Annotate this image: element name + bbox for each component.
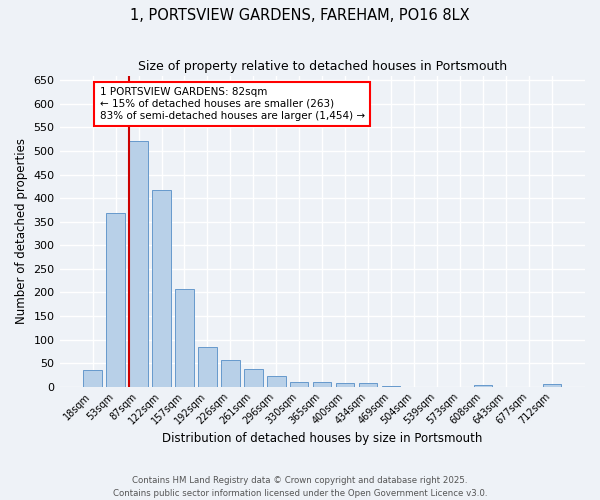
X-axis label: Distribution of detached houses by size in Portsmouth: Distribution of detached houses by size …: [162, 432, 482, 445]
Bar: [336, 383, 355, 386]
Bar: [152, 190, 170, 386]
Bar: [198, 347, 217, 387]
Bar: [83, 370, 102, 386]
Bar: [290, 382, 308, 386]
Text: 1, PORTSVIEW GARDENS, FAREHAM, PO16 8LX: 1, PORTSVIEW GARDENS, FAREHAM, PO16 8LX: [130, 8, 470, 22]
Bar: [267, 376, 286, 386]
Y-axis label: Number of detached properties: Number of detached properties: [15, 138, 28, 324]
Bar: [244, 369, 263, 386]
Bar: [313, 382, 331, 386]
Text: 1 PORTSVIEW GARDENS: 82sqm
← 15% of detached houses are smaller (263)
83% of sem: 1 PORTSVIEW GARDENS: 82sqm ← 15% of deta…: [100, 88, 365, 120]
Bar: [543, 384, 561, 386]
Bar: [175, 289, 194, 386]
Bar: [221, 360, 239, 386]
Text: Contains HM Land Registry data © Crown copyright and database right 2025.
Contai: Contains HM Land Registry data © Crown c…: [113, 476, 487, 498]
Title: Size of property relative to detached houses in Portsmouth: Size of property relative to detached ho…: [138, 60, 507, 73]
Bar: [130, 140, 148, 386]
Bar: [474, 385, 492, 386]
Bar: [359, 384, 377, 386]
Bar: [106, 213, 125, 386]
